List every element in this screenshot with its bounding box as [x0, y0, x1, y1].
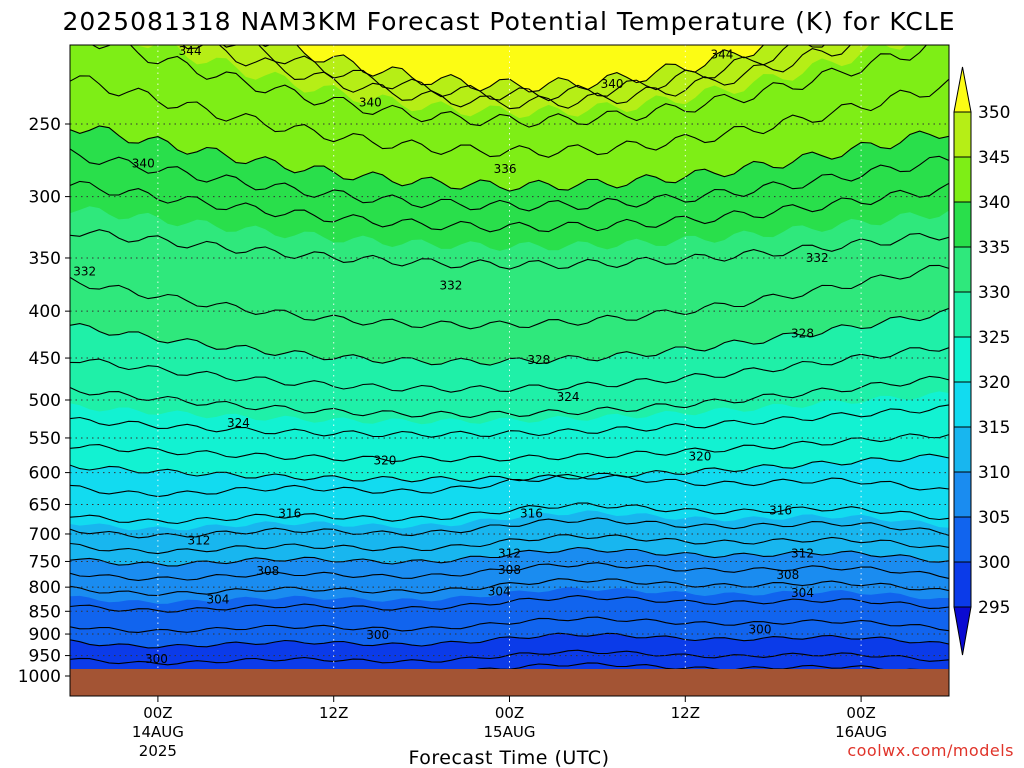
- credit-link[interactable]: coolwx.com/models: [847, 741, 1014, 760]
- colorbar-label: 345: [978, 148, 1010, 168]
- contour-label: 316: [278, 507, 301, 521]
- colorbar-segment: [953, 471, 972, 518]
- colorbar-segment: [953, 156, 972, 203]
- contour-label: 300: [366, 628, 389, 642]
- contour-label: 308: [776, 568, 799, 582]
- y-tick-label: 250: [29, 115, 61, 135]
- colorbar-label: 300: [978, 553, 1010, 573]
- contour-label: 320: [688, 449, 711, 463]
- colorbar-max-triangle: [953, 66, 972, 113]
- contour-label: 304: [791, 586, 814, 600]
- contour-label: 320: [374, 453, 397, 467]
- contour-label: 340: [359, 96, 382, 110]
- contour-label: 324: [227, 416, 250, 430]
- x-tick-label: 00Z: [143, 704, 172, 722]
- colorbar-label: 320: [978, 373, 1010, 393]
- colorbar-min-triangle: [953, 606, 972, 656]
- colorbar-label: 310: [978, 463, 1010, 483]
- x-axis-label: Forecast Time (UTC): [409, 747, 610, 768]
- x-tick-label: 12Z: [671, 704, 700, 722]
- y-tick-label: 400: [29, 302, 61, 322]
- x-tick-date: 14AUG: [132, 723, 184, 741]
- colorbar-label: 315: [978, 418, 1010, 438]
- contour-label: 316: [520, 507, 543, 521]
- colorbar-segment: [953, 201, 972, 248]
- contour-label: 304: [488, 585, 511, 599]
- colorbar-segment: [953, 246, 972, 293]
- x-tick-date: 15AUG: [484, 723, 536, 741]
- contour-label: 308: [256, 564, 279, 578]
- contour-label: 332: [73, 264, 96, 278]
- grid-lines: [70, 45, 949, 669]
- y-tick-label: 700: [29, 525, 61, 545]
- colorbar-label: 325: [978, 328, 1010, 348]
- contour-label: 312: [187, 534, 210, 548]
- colorbar-label: 295: [978, 598, 1010, 618]
- y-tick-label: 450: [29, 349, 61, 369]
- x-tick-label: 12Z: [319, 704, 348, 722]
- y-tick-label: 300: [29, 188, 61, 208]
- contour-label: 300: [145, 652, 168, 666]
- colorbar-segment: [953, 336, 972, 383]
- y-tick-label: 350: [29, 249, 61, 269]
- x-tick-label: 00Z: [846, 704, 875, 722]
- isentrope-contours: [70, 45, 949, 677]
- ground-below-surface: [70, 669, 949, 696]
- y-tick-label: 650: [29, 495, 61, 515]
- contour-label: 332: [439, 278, 462, 292]
- colorbar-label: 340: [978, 193, 1010, 213]
- contour-label: 300: [749, 623, 772, 637]
- colorbar-segment: [953, 111, 972, 158]
- y-tick-label: 550: [29, 429, 61, 449]
- x-tick-date: 16AUG: [835, 723, 887, 741]
- x-tick-year: 2025: [139, 742, 177, 760]
- contour-label: 332: [806, 251, 829, 265]
- contour-label: 312: [791, 546, 814, 560]
- contour-label: 324: [557, 390, 580, 404]
- contour-label: 316: [769, 504, 792, 518]
- y-tick-label: 950: [29, 647, 61, 667]
- colorbar-segment: [953, 561, 972, 608]
- contour-label: 328: [527, 353, 550, 367]
- y-tick-label: 1000: [18, 667, 61, 687]
- y-tick-label: 850: [29, 602, 61, 622]
- colorbar-segment: [953, 381, 972, 428]
- contour-label: 344: [179, 44, 202, 58]
- contour-label: 308: [498, 563, 521, 577]
- colorbar-label: 305: [978, 508, 1010, 528]
- colorbar: 350 345 340 335 330 325 320 315 310 305 300 295: [953, 66, 1010, 656]
- y-tick-label: 500: [29, 391, 61, 411]
- x-tick-label: 00Z: [495, 704, 524, 722]
- colorbar-segment: [953, 426, 972, 473]
- colorbar-segment: [953, 516, 972, 563]
- y-tick-label: 600: [29, 464, 61, 484]
- y-axis: 250 300 350 400 450 500 550 600 650 700 750 800 850 9…: [18, 115, 70, 687]
- contour-label: 336: [494, 162, 517, 176]
- chart-title: 2025081318 NAM3KM Forecast Potential Tem…: [62, 7, 955, 36]
- colorbar-label: 350: [978, 103, 1010, 123]
- contour-label: 344: [710, 48, 733, 62]
- colorbar-label: 330: [978, 283, 1010, 303]
- temperature-bands: [70, 45, 949, 696]
- contour-labels: 344 344 340 340 340 336 332 332 332 328 328 324 324 3…: [73, 44, 829, 666]
- y-tick-label: 800: [29, 578, 61, 598]
- contour-label: 304: [207, 592, 230, 606]
- y-tick-label: 750: [29, 552, 61, 572]
- contour-label: 328: [791, 326, 814, 340]
- contour-label: 340: [601, 77, 624, 91]
- y-tick-label: 900: [29, 625, 61, 645]
- colorbar-segment: [953, 291, 972, 338]
- contour-label: 312: [498, 546, 521, 560]
- colorbar-label: 335: [978, 238, 1010, 258]
- contour-label: 340: [132, 156, 155, 170]
